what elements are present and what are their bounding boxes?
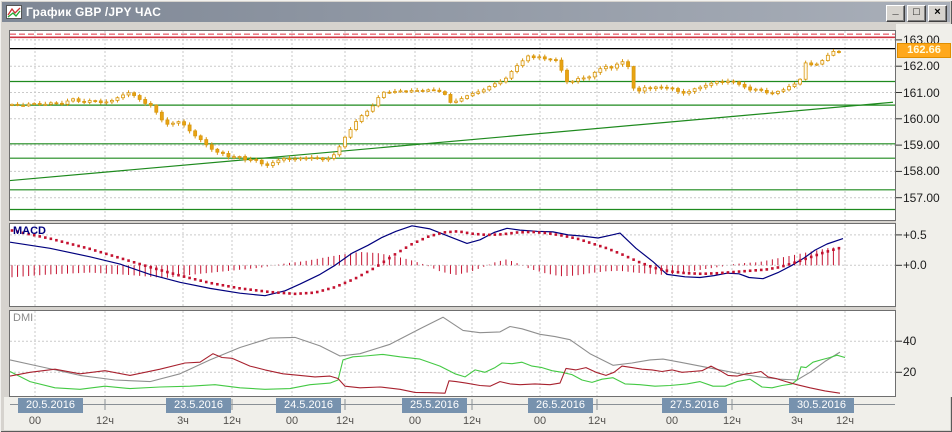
window-title: График GBP /JPY ЧАС <box>26 5 162 19</box>
chart-icon <box>6 5 22 19</box>
maximize-button[interactable]: □ <box>907 5 926 22</box>
close-button[interactable]: × <box>928 5 947 22</box>
price-axis-strip <box>896 24 952 397</box>
minimize-button[interactable]: _ <box>886 5 905 22</box>
titlebar[interactable]: График GBP /JPY ЧАС _ □ × <box>2 2 950 22</box>
